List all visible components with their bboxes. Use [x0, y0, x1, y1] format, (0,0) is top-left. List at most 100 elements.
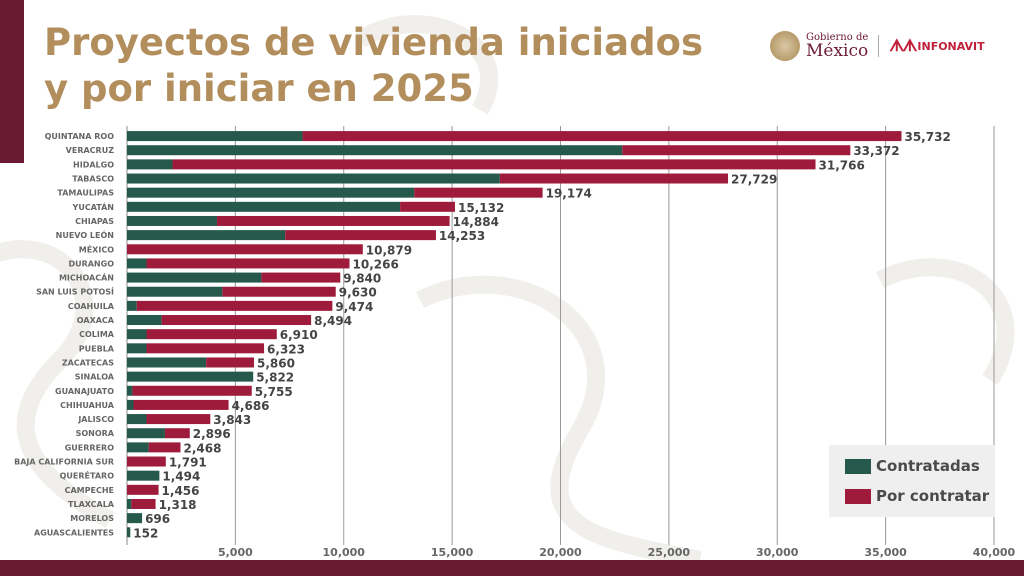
bar-por-contratar [146, 329, 277, 340]
bar-por-contratar [146, 414, 211, 425]
total-value-label: 10,266 [353, 257, 399, 271]
category-label: MÉXICO [79, 243, 114, 254]
total-value-label: 4,686 [232, 399, 270, 413]
bar-contratadas [127, 230, 286, 241]
total-value-label: 35,732 [904, 130, 950, 144]
category-label: CAMPECHE [65, 486, 114, 495]
bar-contratadas [127, 215, 217, 226]
bar-contratadas [127, 258, 147, 269]
total-value-label: 2,896 [193, 427, 231, 441]
total-value-label: 5,755 [255, 385, 293, 399]
total-value-label: 2,468 [183, 441, 221, 455]
page-title: Proyectos de vivienda iniciados y por in… [44, 20, 703, 112]
bar-por-contratar [164, 428, 190, 439]
brand-bottom-bar [0, 560, 1024, 576]
bar-por-contratar [206, 357, 255, 368]
bar-por-contratar [285, 230, 436, 241]
total-value-label: 5,860 [257, 356, 295, 370]
category-label: ZACATECAS [62, 358, 114, 367]
bar-por-contratar [216, 215, 450, 226]
legend-item-contratadas: Contratadas [845, 457, 980, 475]
mexico-seal-icon [770, 31, 800, 61]
bar-por-contratar [261, 272, 341, 283]
bar-por-contratar [146, 258, 350, 269]
bar-por-contratar [414, 187, 543, 198]
bar-contratadas [127, 357, 207, 368]
legend: Contratadas Por contratar [829, 445, 995, 517]
category-label: SONORA [76, 429, 115, 438]
bar-contratadas [127, 300, 137, 311]
bar-contratadas [127, 201, 401, 212]
category-label: MICHOACÁN [59, 272, 114, 283]
bar-por-contratar [136, 300, 333, 311]
bar-contratadas [127, 527, 131, 538]
total-value-label: 14,884 [453, 215, 499, 229]
bar-contratadas [127, 315, 162, 326]
total-value-label: 9,630 [339, 286, 377, 300]
bar-por-contratar [302, 131, 902, 142]
x-tick-label: 40,000 [973, 546, 1016, 559]
category-label: HIDALGO [73, 160, 114, 169]
category-label: DURANGO [68, 259, 114, 268]
category-label: PUEBLA [79, 344, 115, 353]
brand-side-bar [0, 0, 24, 163]
x-tick-label: 5,000 [218, 546, 253, 559]
x-tick-label: 20,000 [539, 546, 582, 559]
bar-contratadas [127, 159, 173, 170]
total-value-label: 10,879 [366, 243, 412, 257]
category-label: MORELOS [70, 514, 114, 523]
total-value-label: 1,494 [162, 470, 200, 484]
legend-item-por-contratar: Por contratar [845, 487, 989, 505]
infonavit-houses-icon: ᗑᗑ [889, 36, 917, 55]
category-label: TABASCO [72, 175, 114, 184]
bar-contratadas [127, 371, 254, 382]
category-label: CHIHUAHUA [60, 401, 115, 410]
category-label: COLIMA [79, 330, 115, 339]
x-tick-label: 30,000 [756, 546, 799, 559]
bar-por-contratar [132, 385, 252, 396]
bar-contratadas [127, 343, 147, 354]
total-value-label: 33,372 [853, 144, 899, 158]
bar-contratadas [127, 173, 500, 184]
bar-por-contratar [146, 343, 265, 354]
x-tick-label: 10,000 [323, 546, 366, 559]
bar-por-contratar [131, 498, 156, 509]
total-value-label: 3,843 [213, 413, 251, 427]
bar-contratadas [127, 329, 147, 340]
title-line-2: y por iniciar en 2025 [44, 67, 474, 110]
category-label: TAMAULIPAS [57, 189, 114, 198]
x-tick-label: 15,000 [431, 546, 474, 559]
logo-separator [878, 35, 880, 57]
bar-contratadas [127, 414, 147, 425]
bar-contratadas [127, 187, 415, 198]
total-value-label: 6,910 [280, 328, 318, 342]
category-label: COAHUILA [68, 302, 115, 311]
gobierno-small-text: Gobierno de [806, 31, 869, 43]
category-label: NUEVO LEÓN [56, 229, 114, 240]
total-value-label: 14,253 [439, 229, 485, 243]
total-value-label: 9,840 [343, 272, 381, 286]
category-label: QUERÉTARO [60, 470, 115, 481]
legend-swatch-por-contratar [845, 488, 871, 504]
bar-por-contratar [499, 173, 729, 184]
total-value-label: 15,132 [458, 201, 504, 215]
category-label: TLAXCALA [68, 500, 115, 509]
category-label: AGUASCALIENTES [34, 528, 114, 537]
legend-label-por-contratar: Por contratar [876, 487, 990, 505]
bar-por-contratar [172, 159, 816, 170]
logos: Gobierno de México ᗑᗑ INFONAVIT [770, 26, 985, 66]
total-value-label: 8,494 [314, 314, 352, 328]
category-label: QUINTANA ROO [45, 132, 115, 141]
total-value-label: 6,323 [267, 342, 305, 356]
bar-contratadas [127, 131, 303, 142]
bar-por-contratar [161, 315, 312, 326]
total-value-label: 696 [145, 512, 170, 526]
gobierno-big-text: México [806, 40, 869, 61]
bar-contratadas [127, 498, 132, 509]
bar-contratadas [127, 286, 223, 297]
category-label: JALISCO [77, 415, 114, 424]
bar-por-contratar [133, 399, 229, 410]
total-value-label: 19,174 [546, 187, 592, 201]
legend-label-contratadas: Contratadas [876, 457, 980, 475]
